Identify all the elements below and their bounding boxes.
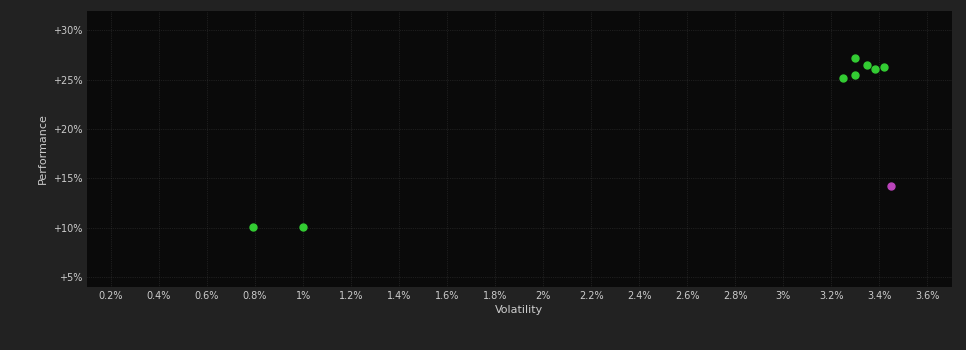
Point bbox=[884, 183, 899, 189]
Point bbox=[296, 224, 311, 230]
Point bbox=[848, 72, 864, 77]
X-axis label: Volatility: Volatility bbox=[496, 305, 543, 315]
Point bbox=[867, 66, 882, 71]
Point bbox=[245, 224, 261, 230]
Point bbox=[876, 64, 892, 70]
Point bbox=[848, 55, 864, 61]
Point bbox=[836, 75, 851, 80]
Point bbox=[860, 62, 875, 68]
Y-axis label: Performance: Performance bbox=[38, 113, 47, 184]
